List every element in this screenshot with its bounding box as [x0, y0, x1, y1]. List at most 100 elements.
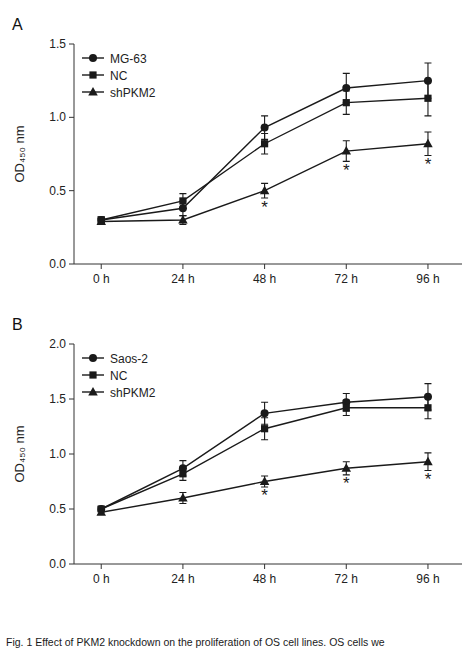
y-tick-label: 2.0	[49, 337, 66, 351]
legend-label: shPKM2	[110, 386, 156, 400]
point	[261, 124, 269, 132]
y-tick	[69, 399, 74, 400]
legend-marker	[88, 87, 98, 96]
error-bar	[343, 400, 350, 415]
significance-star: *	[261, 198, 268, 217]
significance-star: *	[425, 155, 432, 174]
series-line	[101, 397, 428, 509]
x-tick-label: 24 h	[171, 272, 194, 286]
legend: MG-63 NC shPKM2	[82, 52, 156, 100]
legend-marker	[89, 371, 96, 378]
y-tick-label: 1.0	[49, 110, 66, 124]
series	[98, 81, 432, 224]
legend-label: NC	[110, 69, 128, 83]
y-tick-label: 1.5	[49, 37, 66, 51]
panel: 0 h24 h48 h72 h96 h0.00.51.01.5OD₄₅₀ nmA…	[12, 16, 462, 286]
series	[97, 384, 432, 513]
series	[98, 397, 432, 513]
point	[424, 404, 431, 411]
error-bar	[424, 397, 431, 419]
panel: 0 h 24 h 48 h 72 h 96 h 0.0 0.5 1.0 1.5 2.0 OD₄₅₀ …	[12, 316, 462, 586]
point	[342, 146, 352, 155]
point	[261, 140, 268, 147]
point	[423, 139, 433, 148]
point	[342, 463, 352, 472]
point	[424, 95, 431, 102]
error-bar	[261, 133, 268, 154]
caption: Fig. 1 Effect of PKM2 knockdown on the p…	[6, 636, 385, 648]
y-tick	[69, 344, 74, 345]
legend: Saos-2 NC shPKM2	[82, 352, 156, 400]
point	[179, 470, 186, 477]
series	[97, 63, 432, 224]
x-tick-label: 48 h	[253, 572, 276, 586]
y-tick	[69, 117, 74, 118]
x-tick-label: 48 h	[253, 272, 276, 286]
y-tick-label: 0.0	[49, 257, 66, 271]
point	[343, 404, 350, 411]
x-tick	[101, 264, 102, 269]
y-tick-label: 0.5	[49, 502, 66, 516]
significance-star: *	[343, 161, 350, 180]
series	[96, 132, 432, 225]
y-tick	[69, 264, 74, 265]
legend-label: MG-63	[110, 52, 147, 66]
legend-marker	[89, 54, 97, 62]
point	[343, 99, 350, 106]
significance-star: *	[343, 474, 350, 493]
y-tick	[69, 190, 74, 191]
legend-marker	[88, 387, 98, 396]
y-tick	[69, 44, 74, 45]
series-line	[101, 144, 428, 222]
x-tick-label: 72 h	[335, 572, 358, 586]
point	[96, 216, 106, 225]
significance-star: *	[261, 486, 268, 505]
y-tick-label: 0.0	[49, 557, 66, 571]
x-tick	[427, 264, 428, 269]
y-tick	[69, 509, 74, 510]
y-tick	[69, 454, 74, 455]
legend-label: NC	[110, 369, 128, 383]
legend-marker	[89, 71, 96, 78]
y-axis-label: OD₄₅₀ nm	[12, 125, 27, 182]
x-tick	[264, 564, 265, 569]
x-tick-label: 96 h	[416, 272, 439, 286]
series	[96, 453, 432, 516]
x-tick	[264, 264, 265, 269]
x-tick	[101, 564, 102, 569]
series-line	[101, 81, 428, 220]
point	[178, 215, 188, 224]
significance-star: *	[425, 470, 432, 489]
y-tick-label: 1.5	[49, 392, 66, 406]
error-bar	[179, 467, 186, 480]
figure: 0 h 24 h 48 h 72 h 96 h 0.0 0.5 1.0 1.5 OD₄₅₀ nm A…	[0, 0, 474, 656]
x-tick-label: 0 h	[93, 272, 110, 286]
panel-label: A	[12, 16, 23, 33]
y-axis-label: OD₄₅₀ nm	[12, 425, 27, 482]
panel-label: B	[12, 316, 23, 333]
point	[96, 507, 106, 516]
y-tick-label: 1.0	[49, 447, 66, 461]
plot-area	[96, 384, 432, 516]
x-tick	[182, 564, 183, 569]
x-axis	[74, 264, 462, 265]
x-axis	[74, 564, 462, 565]
point	[260, 186, 270, 195]
series-line	[101, 408, 428, 509]
error-bar	[424, 81, 431, 116]
series-line	[101, 98, 428, 220]
series-line	[101, 462, 428, 513]
x-tick-label: 96 h	[416, 572, 439, 586]
point	[423, 457, 433, 466]
point	[260, 477, 270, 486]
plot-area	[96, 63, 432, 225]
x-tick	[346, 264, 347, 269]
point	[97, 216, 105, 224]
x-tick	[346, 564, 347, 569]
x-tick-label: 24 h	[171, 572, 194, 586]
x-tick-label: 0 h	[93, 572, 110, 586]
x-tick-label: 72 h	[335, 272, 358, 286]
legend-label: Saos-2	[110, 352, 148, 366]
error-bar	[179, 194, 186, 209]
legend-label: shPKM2	[110, 86, 156, 100]
